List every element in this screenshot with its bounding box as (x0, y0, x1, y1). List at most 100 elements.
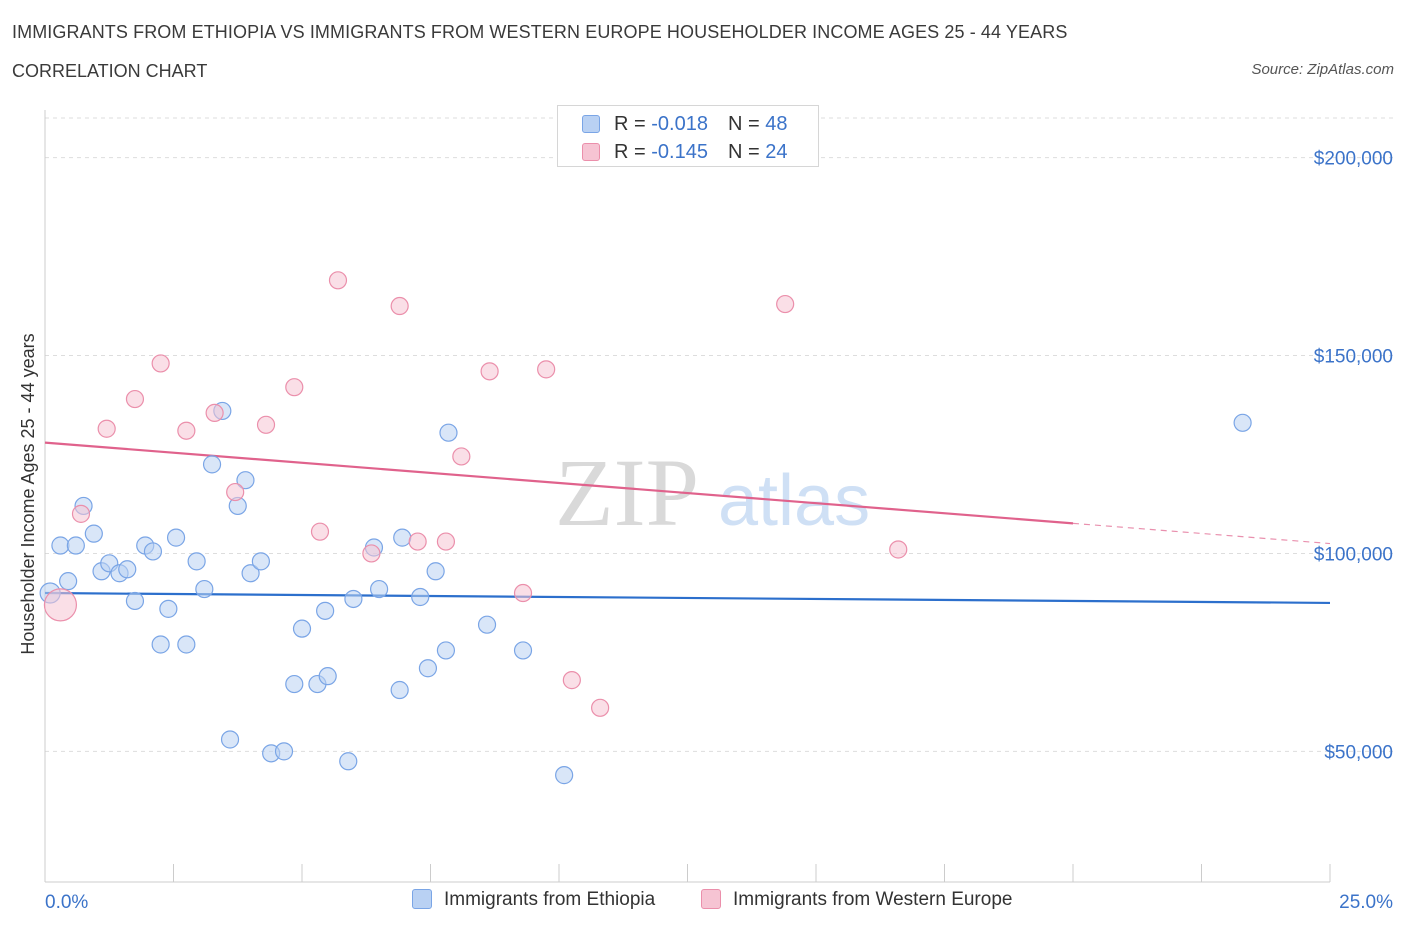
point-western-europe (889, 540, 908, 559)
point-western-europe (256, 415, 276, 434)
point-western-europe (562, 671, 581, 690)
point-western-europe (328, 271, 348, 290)
y-tick-label: $150,000 (1314, 347, 1393, 368)
legend-n-label: N = (727, 141, 766, 163)
point-ethiopia (418, 659, 438, 678)
legend-r-value: -0.145 (651, 141, 708, 163)
point-ethiopia (370, 579, 389, 599)
point-western-europe (537, 360, 556, 379)
point-ethiopia (241, 564, 260, 583)
point-western-europe (310, 522, 330, 541)
trend-line-western-europe (44, 441, 1074, 525)
data-points (39, 271, 1252, 785)
grid-lines (45, 117, 1394, 752)
legend-r-label: R = (614, 141, 652, 163)
point-ethiopia (555, 766, 574, 785)
legend-row-ethiopia: R = -0.018 N = 48 (582, 113, 787, 136)
series-legend-western-europe: Immigrants from Western Europe (701, 889, 1012, 911)
point-western-europe (71, 504, 91, 523)
series-legend-label-western-europe: Immigrants from Western Europe (733, 889, 1013, 910)
point-ethiopia (236, 471, 255, 490)
point-ethiopia (339, 752, 358, 771)
watermark: ZIP atlas (555, 439, 870, 546)
point-ethiopia (1233, 413, 1252, 432)
point-ethiopia (411, 587, 430, 607)
axes (44, 110, 1331, 883)
point-western-europe (362, 544, 381, 563)
x-tick-label-end: 25.0% (1339, 892, 1393, 913)
point-ethiopia (177, 635, 196, 654)
point-ethiopia (187, 552, 206, 571)
point-ethiopia (51, 536, 70, 555)
legend-swatch-ethiopia (582, 115, 600, 133)
point-ethiopia (251, 552, 270, 571)
point-ethiopia (436, 641, 456, 660)
series-legend-swatch-western-europe (701, 889, 721, 909)
point-ethiopia (513, 641, 533, 660)
point-western-europe (452, 447, 471, 466)
point-western-europe (97, 419, 116, 438)
y-tick-label: $50,000 (1324, 742, 1393, 763)
x-tick-labels: 0.0% 25.0% (45, 892, 1393, 913)
legend-row-western-europe: R = -0.145 N = 24 (582, 141, 787, 164)
point-western-europe (513, 583, 533, 603)
point-western-europe (205, 403, 224, 423)
point-ethiopia (195, 579, 214, 599)
legend-n-value: 48 (765, 113, 788, 135)
point-ethiopia (318, 667, 337, 686)
point-western-europe (408, 532, 427, 551)
x-tick-label-start: 0.0% (45, 892, 88, 913)
point-ethiopia (439, 423, 458, 442)
point-western-europe (151, 354, 170, 373)
point-western-europe (43, 588, 78, 622)
point-ethiopia (477, 615, 497, 634)
point-ethiopia (84, 524, 103, 543)
legend-swatch-western-europe (582, 143, 600, 161)
point-ethiopia (393, 528, 412, 547)
correlation-legend: R = -0.018 N = 48 R = -0.145 N = 24 (557, 105, 819, 167)
point-ethiopia (125, 591, 145, 611)
point-ethiopia (390, 680, 409, 700)
point-ethiopia (118, 560, 137, 579)
point-western-europe (177, 421, 196, 440)
point-ethiopia (59, 572, 78, 591)
legend-n-value: 24 (765, 141, 788, 163)
point-ethiopia (159, 599, 178, 618)
point-ethiopia (285, 674, 304, 694)
series-legend-label-ethiopia: Immigrants from Ethiopia (444, 889, 656, 910)
point-western-europe (591, 698, 610, 717)
y-tick-label: $200,000 (1314, 149, 1393, 170)
point-ethiopia (143, 542, 163, 561)
point-western-europe (125, 389, 145, 409)
point-ethiopia (316, 601, 335, 620)
point-ethiopia (274, 742, 294, 761)
trend-lines (44, 441, 1331, 605)
point-ethiopia (344, 589, 363, 609)
y-axis-label: Householder Income Ages 25 - 44 years (18, 333, 38, 654)
legend-r-value: -0.018 (651, 113, 708, 135)
legend-n-label: N = (727, 113, 766, 135)
point-ethiopia (426, 562, 445, 581)
point-western-europe (226, 482, 245, 502)
series-legend-swatch-ethiopia (412, 889, 432, 909)
point-ethiopia (220, 730, 240, 749)
y-tick-labels: $50,000 $100,000 $150,000 $200,000 (1314, 149, 1393, 764)
point-western-europe (480, 362, 499, 381)
point-ethiopia (166, 528, 186, 547)
point-ethiopia (292, 619, 312, 638)
source-label: Source: ZipAtlas.com (1251, 61, 1394, 78)
legend-r-label: R = (614, 113, 652, 135)
chart-title: IMMIGRANTS FROM ETHIOPIA VS IMMIGRANTS F… (12, 22, 1068, 42)
trend-line-ethiopia (44, 591, 1331, 605)
point-western-europe (390, 296, 409, 316)
trend-line-extension-western-europe (1072, 522, 1331, 545)
y-tick-label: $100,000 (1314, 544, 1393, 565)
point-ethiopia (202, 455, 222, 474)
point-ethiopia (66, 536, 85, 555)
series-legend-ethiopia: Immigrants from Ethiopia (412, 889, 655, 911)
chart-subtitle: CORRELATION CHART (12, 61, 208, 81)
point-western-europe (285, 378, 304, 397)
point-western-europe (776, 294, 795, 314)
point-western-europe (436, 532, 456, 551)
